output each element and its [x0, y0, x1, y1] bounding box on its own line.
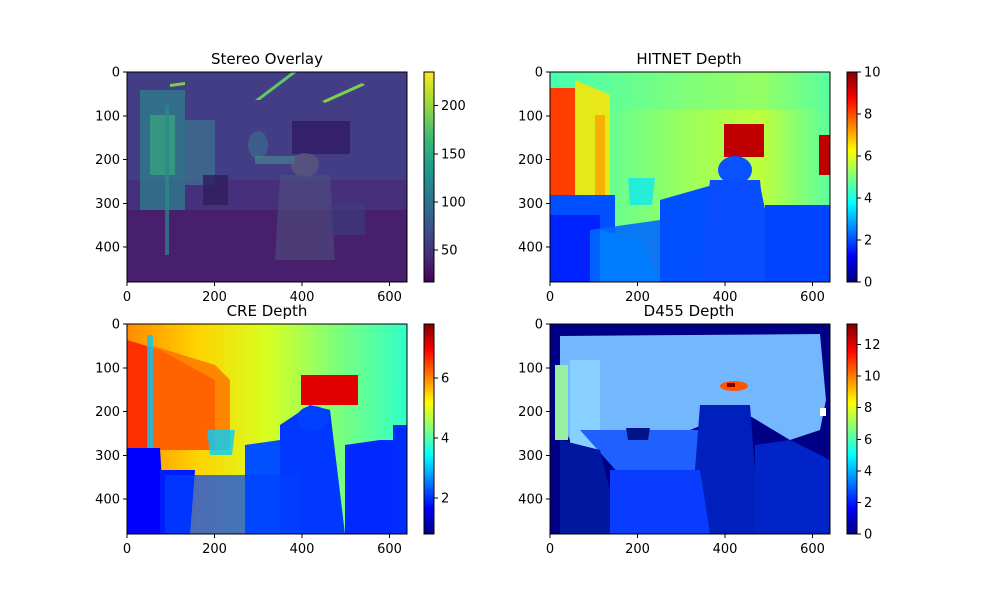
- x-tick-label: 400: [290, 542, 315, 557]
- colorbar-tick-label: 8: [864, 401, 872, 416]
- x-tick-label: 600: [377, 290, 402, 305]
- cre-depth-image: [127, 324, 407, 534]
- colorbar-frame: [423, 323, 435, 535]
- hitnet-depth-image: [550, 72, 830, 282]
- colorbar-tick-label: 50: [441, 244, 458, 259]
- x-tick-label: 600: [800, 290, 825, 305]
- y-tick-label: 0: [535, 318, 543, 333]
- y-tick-label: 200: [95, 405, 120, 420]
- x-tick-label: 600: [377, 542, 402, 557]
- colorbar-frame: [423, 71, 435, 283]
- colorbar-gradient: [424, 72, 434, 282]
- colorbar-tick-label: 2: [864, 234, 872, 249]
- axes-frame: [126, 323, 408, 535]
- hitnet-depth-colorbar: 0 2 4 6 8 10: [846, 66, 881, 291]
- d455-depth-image: [550, 324, 830, 534]
- colorbar-tick-label: 200: [441, 99, 466, 114]
- x-tick-label: 0: [546, 290, 554, 305]
- x-tick-label: 200: [625, 542, 650, 557]
- colorbar-tick-label: 0: [864, 528, 872, 543]
- y-tick-label: 400: [95, 493, 120, 508]
- y-tick-label: 300: [518, 197, 543, 212]
- colorbar-tick-label: 10: [864, 66, 881, 81]
- colorbar-tick-label: 12: [864, 338, 881, 353]
- y-tick-label: 0: [112, 318, 120, 333]
- y-tick-label: 200: [518, 153, 543, 168]
- colorbar-gradient: [847, 72, 857, 282]
- colorbar-tick-label: 150: [441, 147, 466, 162]
- y-tick-label: 100: [95, 361, 120, 376]
- y-tick-label: 200: [518, 405, 543, 420]
- x-tick-label: 0: [123, 290, 131, 305]
- colorbar-tick-label: 100: [441, 196, 466, 211]
- axes-frame: [549, 71, 831, 283]
- x-tick-label: 400: [713, 542, 738, 557]
- stereo-overlay-colorbar: 50 100 150 200: [423, 71, 466, 283]
- colorbar-frame: [846, 323, 858, 535]
- colorbar-tick-label: 4: [864, 192, 872, 207]
- y-tick-label: 0: [535, 66, 543, 81]
- y-tick-label: 400: [518, 493, 543, 508]
- colorbar-tick-label: 0: [864, 276, 872, 291]
- x-tick-label: 400: [290, 290, 315, 305]
- y-tick-label: 300: [518, 449, 543, 464]
- y-tick-label: 0: [112, 66, 120, 81]
- y-tick-label: 300: [95, 449, 120, 464]
- colorbar-frame: [846, 71, 858, 283]
- colorbar-tick-label: 8: [864, 108, 872, 123]
- y-tick-label: 400: [95, 241, 120, 256]
- x-tick-label: 200: [625, 290, 650, 305]
- y-tick-label: 100: [518, 361, 543, 376]
- panel-title: D455 Depth: [644, 302, 735, 320]
- colorbar-tick-label: 4: [864, 464, 872, 479]
- y-tick-label: 300: [95, 197, 120, 212]
- x-tick-label: 0: [546, 542, 554, 557]
- colorbar-tick-label: 10: [864, 370, 881, 385]
- d455-depth-panel: D455 Depth 0 200 400 600 0 100 200 300 400 0 2 4 6 8…: [518, 302, 880, 557]
- colorbar-tick-label: 4: [441, 432, 449, 447]
- hitnet-depth-panel: HITNET Depth 0 200 400 600 0 100 200 300 400 0 2 4…: [518, 50, 880, 305]
- panel-title: Stereo Overlay: [211, 50, 323, 68]
- axes-frame: [126, 71, 408, 283]
- colorbar-tick-label: 2: [441, 492, 449, 507]
- cre-depth-panel: CRE Depth 0 200 400 600 0 100 200 300 400 2 4 6: [95, 302, 449, 557]
- x-tick-label: 400: [713, 290, 738, 305]
- x-tick-label: 200: [202, 542, 227, 557]
- x-tick-label: 200: [202, 290, 227, 305]
- colorbar-tick-label: 6: [864, 433, 872, 448]
- stereo-overlay-panel: Stereo Overlay 0 200 400 600 0 100 200 300 400 5…: [95, 50, 466, 305]
- y-tick-label: 100: [95, 109, 120, 124]
- panel-title: CRE Depth: [227, 302, 308, 320]
- colorbar-tick-label: 2: [864, 496, 872, 511]
- colorbar-tick-label: 6: [864, 150, 872, 165]
- cre-depth-colorbar: 2 4 6: [423, 323, 449, 535]
- colorbar-tick-label: 6: [441, 372, 449, 387]
- y-tick-label: 200: [95, 153, 120, 168]
- axes-frame: [549, 323, 831, 535]
- x-tick-label: 0: [123, 542, 131, 557]
- y-tick-label: 400: [518, 241, 543, 256]
- d455-depth-colorbar: 0 2 4 6 8 10 12: [846, 323, 881, 543]
- y-tick-label: 100: [518, 109, 543, 124]
- x-tick-label: 600: [800, 542, 825, 557]
- colorbar-gradient: [424, 324, 434, 534]
- colorbar-gradient: [847, 324, 857, 534]
- stereo-overlay-image: [127, 72, 407, 282]
- panel-title: HITNET Depth: [636, 50, 741, 68]
